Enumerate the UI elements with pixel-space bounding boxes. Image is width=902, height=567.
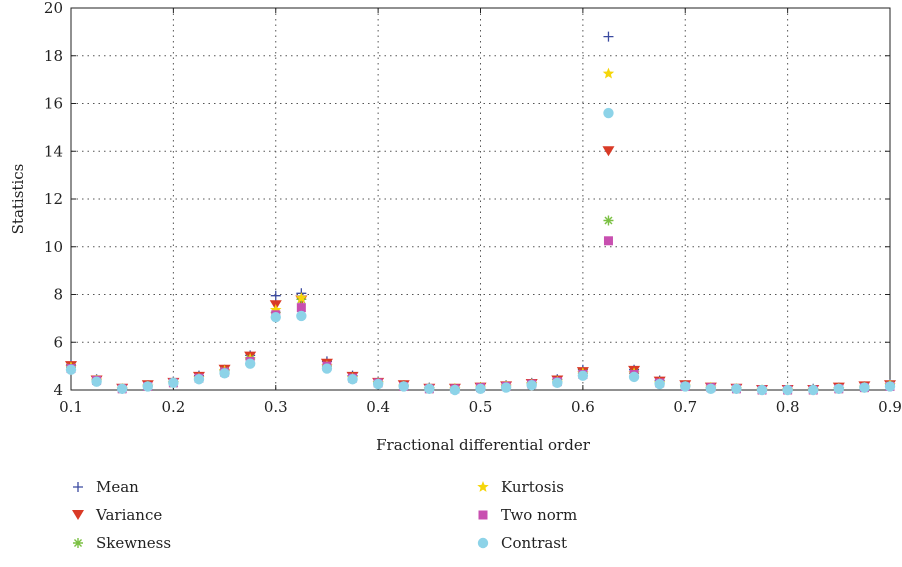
y-tick-label: 14 xyxy=(44,142,63,160)
legend-label: Contrast xyxy=(501,534,567,552)
data-point xyxy=(705,383,717,395)
y-tick-label: 6 xyxy=(53,333,63,351)
y-tick-label: 10 xyxy=(44,238,63,256)
legend-marker xyxy=(478,510,488,520)
data-point xyxy=(577,370,589,381)
data-point xyxy=(756,384,768,396)
y-tick-label: 12 xyxy=(44,190,63,208)
data-point xyxy=(91,376,102,387)
data-point xyxy=(142,381,153,392)
data-points xyxy=(65,31,896,396)
data-point xyxy=(602,67,615,79)
x-tick-label: 0.4 xyxy=(366,398,390,416)
x-tick-label: 0.9 xyxy=(878,398,902,416)
legend-item: Two norm xyxy=(478,506,577,524)
data-point xyxy=(296,303,306,313)
y-tick-label: 4 xyxy=(53,381,63,399)
data-point xyxy=(270,311,281,323)
y-tick-label: 8 xyxy=(53,286,63,304)
data-point xyxy=(219,368,230,379)
legend-item: Kurtosis xyxy=(477,478,564,496)
data-point xyxy=(628,371,640,383)
legend-marker xyxy=(73,538,83,548)
x-tick-label: 0.3 xyxy=(264,398,288,416)
data-point xyxy=(347,374,358,385)
legend-item: Contrast xyxy=(477,534,567,552)
legend-label: Variance xyxy=(95,506,162,524)
data-point xyxy=(475,383,486,395)
y-tick-label: 20 xyxy=(44,0,63,17)
legend-label: Two norm xyxy=(501,506,577,524)
legend-marker xyxy=(477,537,489,549)
data-point xyxy=(833,383,845,395)
data-point xyxy=(808,384,819,396)
data-point xyxy=(244,358,256,369)
series-variance xyxy=(65,146,896,395)
data-point xyxy=(602,146,615,157)
data-point xyxy=(295,292,308,303)
x-tick-labels: 0.1 0.2 0.3 0.4 0.5 0.6 0.7 0.8 0.9 xyxy=(59,398,902,416)
x-tick-label: 0.5 xyxy=(469,398,493,416)
legend-item: Skewness xyxy=(73,534,171,552)
legend-item: Mean xyxy=(73,478,139,496)
data-point xyxy=(270,290,281,301)
data-point xyxy=(526,380,537,391)
grid-lines xyxy=(71,8,890,390)
data-point xyxy=(116,383,128,395)
x-tick-label: 0.8 xyxy=(776,398,800,416)
data-point xyxy=(603,215,614,226)
data-point xyxy=(680,381,691,392)
x-tick-label: 0.6 xyxy=(571,398,595,416)
data-point xyxy=(372,378,384,390)
data-point xyxy=(552,377,563,389)
data-point xyxy=(859,382,870,393)
data-point xyxy=(321,363,333,374)
legend-label: Kurtosis xyxy=(501,478,564,496)
series-two-norm xyxy=(66,236,895,395)
y-tick-labels: 4 6 8 10 12 14 16 18 20 xyxy=(44,0,63,399)
data-point xyxy=(500,382,512,393)
legend: Mean Variance Skewness Kurtosis Two norm Cont… xyxy=(72,478,577,552)
data-point xyxy=(193,374,205,385)
data-point xyxy=(884,381,896,392)
x-axis-title: Fractional differential order xyxy=(376,436,591,454)
y-tick-label: 18 xyxy=(44,47,63,65)
data-point xyxy=(270,304,282,315)
series-kurtosis xyxy=(65,67,896,395)
legend-marker xyxy=(73,482,83,492)
data-point xyxy=(449,384,461,396)
y-axis-title: Statistics xyxy=(9,164,27,235)
data-point xyxy=(603,236,613,246)
x-tick-label: 0.7 xyxy=(673,398,697,416)
legend-marker xyxy=(72,510,84,520)
legend-marker xyxy=(477,481,489,492)
data-point xyxy=(731,383,742,395)
y-tick-label: 16 xyxy=(44,95,63,113)
legend-label: Mean xyxy=(96,478,139,496)
legend-item: Variance xyxy=(72,506,162,524)
data-point xyxy=(424,383,435,395)
data-point xyxy=(168,377,179,389)
data-point xyxy=(603,107,614,119)
x-tick-label: 0.1 xyxy=(59,398,83,416)
data-point xyxy=(603,31,614,42)
data-point xyxy=(398,381,409,392)
data-point xyxy=(782,384,793,396)
data-point xyxy=(654,378,665,390)
x-tick-label: 0.2 xyxy=(161,398,185,416)
series-contrast xyxy=(65,107,896,396)
data-point xyxy=(65,364,77,375)
data-point xyxy=(296,310,307,322)
legend-label: Skewness xyxy=(96,534,171,552)
